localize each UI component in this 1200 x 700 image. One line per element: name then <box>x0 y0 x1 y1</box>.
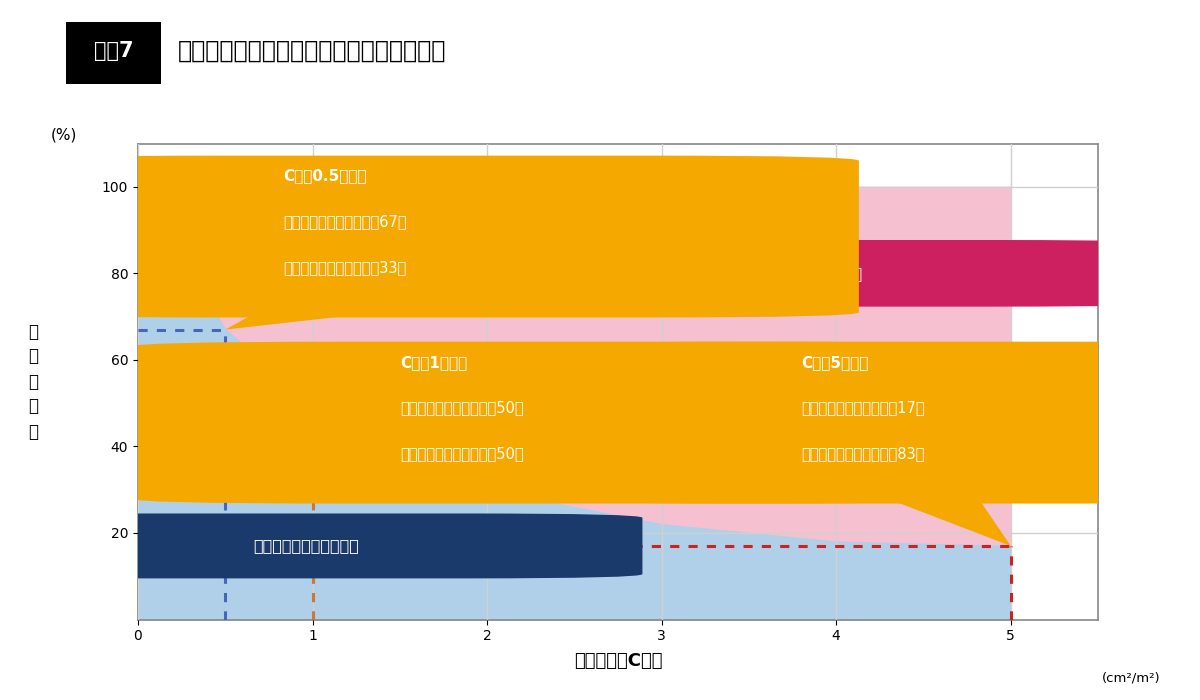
Text: (cm²/m²): (cm²/m²) <box>1102 671 1160 685</box>
Text: 気密性能による給気口からの給気量の割合: 気密性能による給気口からの給気量の割合 <box>178 39 446 63</box>
Text: 自然給気口からの給気：50％: 自然給気口からの給気：50％ <box>400 400 523 416</box>
Polygon shape <box>887 498 1010 546</box>
X-axis label: 気密性能（C値）: 気密性能（C値） <box>574 652 662 670</box>
Text: 隙間から侵入する空気：83％: 隙間から侵入する空気：83％ <box>802 447 925 461</box>
Text: C値＝0.5のとき: C値＝0.5のとき <box>283 169 366 183</box>
FancyBboxPatch shape <box>0 514 642 578</box>
Text: 図表7: 図表7 <box>94 41 133 61</box>
Polygon shape <box>226 312 379 330</box>
Text: 自然給気口からの給気：17％: 自然給気口からの給気：17％ <box>802 400 925 416</box>
Text: 隙間から侵入する空気：33％: 隙間から侵入する空気：33％ <box>283 260 406 275</box>
Text: 自然給気口からの給気：67％: 自然給気口からの給気：67％ <box>283 214 407 230</box>
Text: C値＝1のとき: C値＝1のとき <box>400 355 467 370</box>
Text: 給
気
の
割
合: 給 気 の 割 合 <box>29 323 38 440</box>
Text: 隙間から侵入する空気：50％: 隙間から侵入する空気：50％ <box>400 447 523 461</box>
Text: C値＝5のとき: C値＝5のとき <box>802 355 869 370</box>
Text: (%): (%) <box>50 127 77 142</box>
FancyBboxPatch shape <box>426 240 1200 307</box>
Polygon shape <box>312 347 487 403</box>
FancyBboxPatch shape <box>130 342 976 503</box>
FancyBboxPatch shape <box>12 155 859 318</box>
FancyBboxPatch shape <box>530 342 1200 503</box>
Text: 自然給気口からの給気量: 自然給気口からの給気量 <box>253 538 359 554</box>
FancyBboxPatch shape <box>66 22 161 84</box>
Text: 隙間から侵入する空気: 隙間から侵入する空気 <box>767 266 863 281</box>
